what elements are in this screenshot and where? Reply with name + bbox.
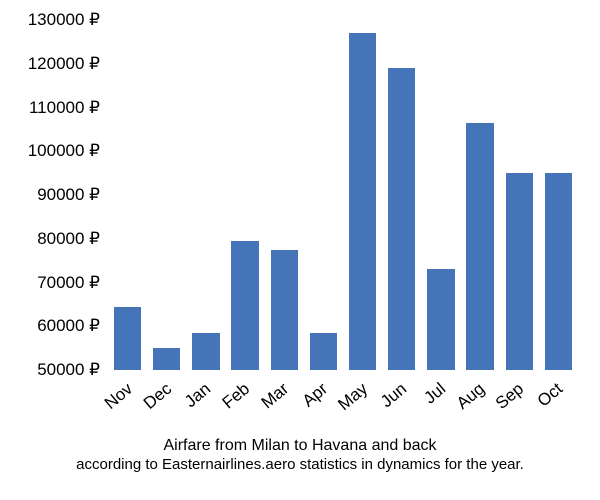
bar [545,173,572,370]
x-tick-label: May [334,379,371,415]
plot-area [108,20,578,370]
y-tick-label: 90000 ₽ [37,185,100,205]
y-tick-label: 120000 ₽ [28,54,100,74]
x-tick-label: Apr [299,379,332,411]
bar [192,333,219,370]
y-tick-label: 100000 ₽ [28,141,100,161]
x-tick-label: Jan [181,379,215,412]
bar [466,123,493,370]
bar [349,33,376,370]
x-tick-label: Mar [258,379,293,413]
bar [271,250,298,370]
x-tick-label: Jul [420,379,450,408]
x-tick-label: Nov [100,379,136,414]
y-tick-label: 130000 ₽ [28,10,100,30]
chart-caption: Airfare from Milan to Havana and back ac… [0,436,600,475]
x-tick-label: Sep [492,379,528,414]
x-tick-label: Aug [453,379,489,414]
bar [427,269,454,370]
x-tick-label: Oct [534,379,567,411]
caption-line-1: Airfare from Milan to Havana and back [0,436,600,456]
x-tick-label: Jun [377,379,411,412]
x-tick-label: Dec [140,379,176,414]
y-tick-label: 80000 ₽ [37,229,100,249]
y-tick-label: 60000 ₽ [37,316,100,336]
bar [506,173,533,370]
bars-container [108,20,578,370]
bar [388,68,415,370]
bar [114,307,141,370]
x-axis: NovDecJanFebMarAprMayJunJulAugSepOct [108,375,578,435]
caption-line-2: according to Easternairlines.aero statis… [0,456,600,475]
x-tick-label: Feb [219,379,254,413]
y-tick-label: 110000 ₽ [29,98,100,118]
y-tick-label: 50000 ₽ [37,360,100,380]
y-axis: 50000 ₽60000 ₽70000 ₽80000 ₽90000 ₽10000… [0,20,100,370]
bar [231,241,258,370]
bar [153,348,180,370]
airfare-bar-chart: 50000 ₽ 60000 ₽ 70000 ₽ 80000 ₽ 90000 ₽ 10000… [0,0,600,500]
bar [310,333,337,370]
y-tick-label: 70000 ₽ [37,273,100,293]
